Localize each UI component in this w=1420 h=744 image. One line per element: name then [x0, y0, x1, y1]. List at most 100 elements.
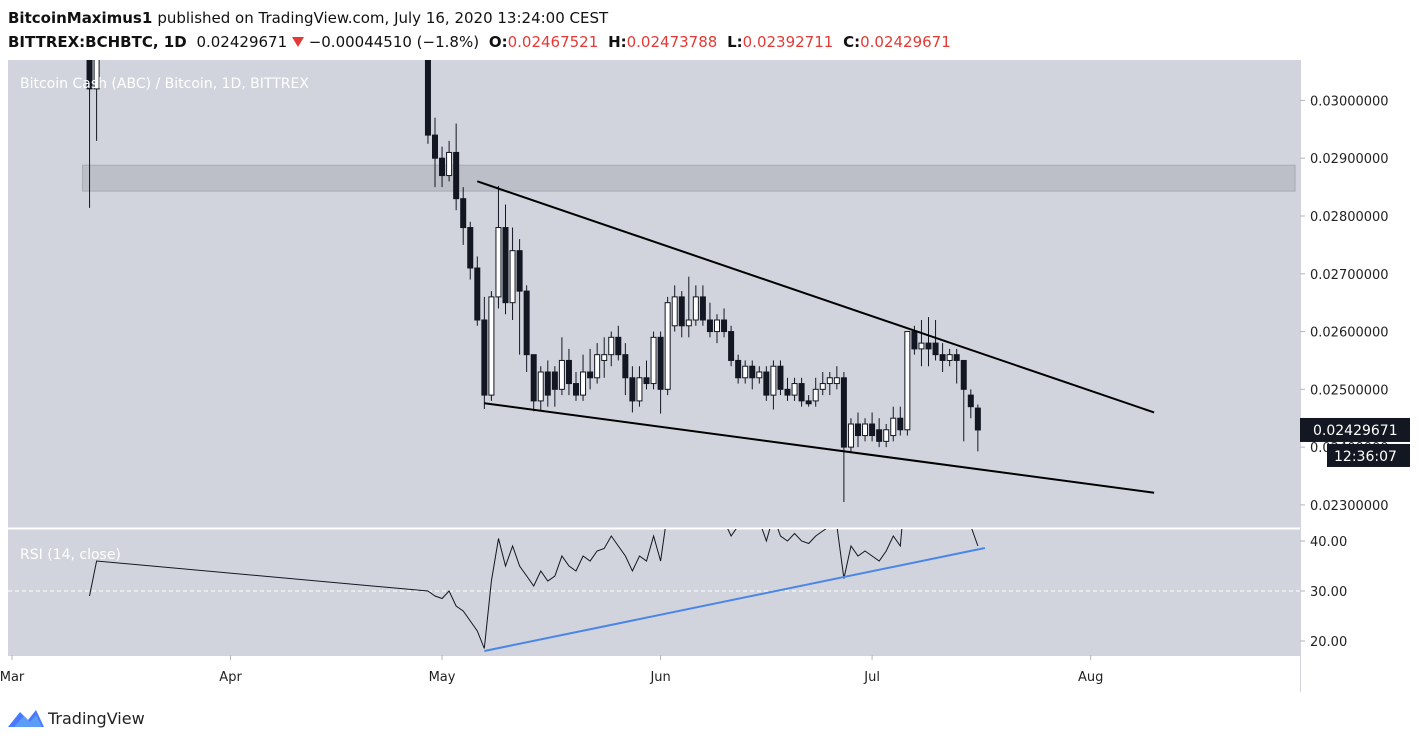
publisher: BitcoinMaximus1: [8, 9, 153, 27]
candle-body: [453, 151, 460, 200]
y-tick-label: 0.03000000: [1310, 94, 1389, 109]
x-tick-label: May: [429, 670, 456, 685]
last-price: 0.02429671: [196, 33, 288, 51]
down-arrow: [291, 37, 304, 47]
ohlc-value: 0.02467521: [507, 33, 599, 51]
candle-body: [530, 354, 537, 402]
candle-body: [439, 157, 446, 177]
rsi-tick-label: 20.00: [1310, 635, 1347, 650]
rsi-tick-label: 40.00: [1310, 535, 1347, 550]
candle-body: [460, 198, 467, 229]
candle-body: [544, 371, 551, 396]
candle-body: [960, 359, 967, 390]
candle-body: [636, 377, 643, 402]
candle-body: [939, 354, 946, 361]
candle-body: [643, 377, 650, 385]
candle-body: [565, 359, 572, 385]
candle-body: [946, 354, 953, 361]
candle-body: [558, 359, 565, 390]
x-tick-label: Jun: [649, 670, 670, 685]
candle-body: [685, 319, 692, 327]
candle-body: [467, 227, 474, 269]
candle-body: [481, 319, 488, 396]
candle-body: [580, 371, 587, 396]
y-tick-label: 0.02700000: [1310, 268, 1389, 283]
candle-body: [777, 365, 784, 390]
ohlc-label: O:: [488, 33, 508, 51]
countdown-box: [1327, 443, 1410, 467]
candle-body: [749, 365, 756, 379]
published: published on TradingView.com, July 16, 2…: [157, 9, 609, 27]
candle-body: [502, 227, 509, 304]
candle-body: [953, 354, 960, 361]
tradingview-logo: [8, 710, 44, 727]
candle-body: [735, 359, 742, 379]
ohlc-value: 0.02473788: [626, 33, 718, 51]
candle-body: [86, 60, 93, 90]
axes: 0.03000000 0.02900000 0.02800000 0.02700000…: [0, 94, 1410, 685]
candle-body: [432, 134, 438, 159]
header-line-2: BITTREX:BCHBTC, 1D 0.02429671 −0.0004451…: [8, 30, 951, 54]
candle-body: [883, 429, 890, 442]
rsi-trendline: [484, 547, 986, 652]
candle-body: [967, 394, 974, 408]
candle-body: [798, 383, 805, 402]
candle-body: [678, 296, 685, 327]
candle-body: [974, 407, 981, 431]
candle-body: [721, 319, 728, 333]
candle-body: [925, 342, 932, 350]
candle-body: [664, 302, 671, 390]
price-pane: [82, 60, 1296, 502]
candle-body: [833, 377, 840, 385]
candle-body: [650, 336, 657, 385]
candle-body: [594, 354, 601, 379]
change: −0.00044510 (−1.8%): [308, 33, 480, 51]
candle-body: [692, 296, 699, 321]
y-tick-label: 0.02600000: [1310, 326, 1389, 341]
candle-body: [897, 417, 904, 431]
candle-body: [615, 336, 622, 356]
y-tick-label: 0.02900000: [1310, 152, 1389, 167]
candle-body: [805, 400, 812, 405]
candle-body: [840, 377, 847, 448]
candle-body: [904, 331, 911, 431]
candle-body: [608, 336, 615, 356]
ohlc-value: 0.02392711: [742, 33, 834, 51]
candle-body: [495, 227, 502, 298]
y-tick-label: 0.02800000: [1310, 210, 1389, 225]
x-tick-label: Jul: [863, 670, 880, 685]
candle-body: [855, 423, 861, 437]
candle-body: [911, 331, 918, 350]
candle-body: [756, 371, 763, 379]
candle-body: [847, 423, 854, 448]
candle-body: [812, 388, 819, 402]
trendline: [476, 180, 1155, 414]
header: BitcoinMaximus1 published on TradingView.…: [8, 6, 951, 54]
symbol: BITTREX:BCHBTC, 1D: [8, 33, 187, 51]
candle-body: [918, 342, 925, 350]
ohlc-label: C:: [843, 33, 861, 51]
candle-body: [551, 371, 558, 390]
footer-brand: TradingView: [47, 709, 145, 728]
candle-body: [742, 365, 749, 379]
candle-body: [791, 383, 798, 396]
x-tick-label: Mar: [0, 670, 25, 685]
candle-body: [890, 417, 897, 437]
rsi-tick-label: 30.00: [1310, 585, 1347, 600]
candle-body: [826, 377, 833, 385]
candle-body: [784, 388, 791, 396]
candle-body: [862, 423, 869, 437]
last-price-box: [1300, 417, 1410, 442]
candle-body: [876, 429, 883, 442]
candle-body: [657, 336, 664, 390]
candle-body: [446, 151, 453, 177]
candle-body: [488, 296, 495, 396]
candle-body: [537, 371, 544, 402]
candle-body: [671, 296, 678, 327]
x-tick-label: Apr: [219, 670, 242, 685]
candle-body: [714, 319, 720, 333]
x-tick-label: Aug: [1078, 670, 1103, 685]
candle-body: [509, 250, 516, 304]
